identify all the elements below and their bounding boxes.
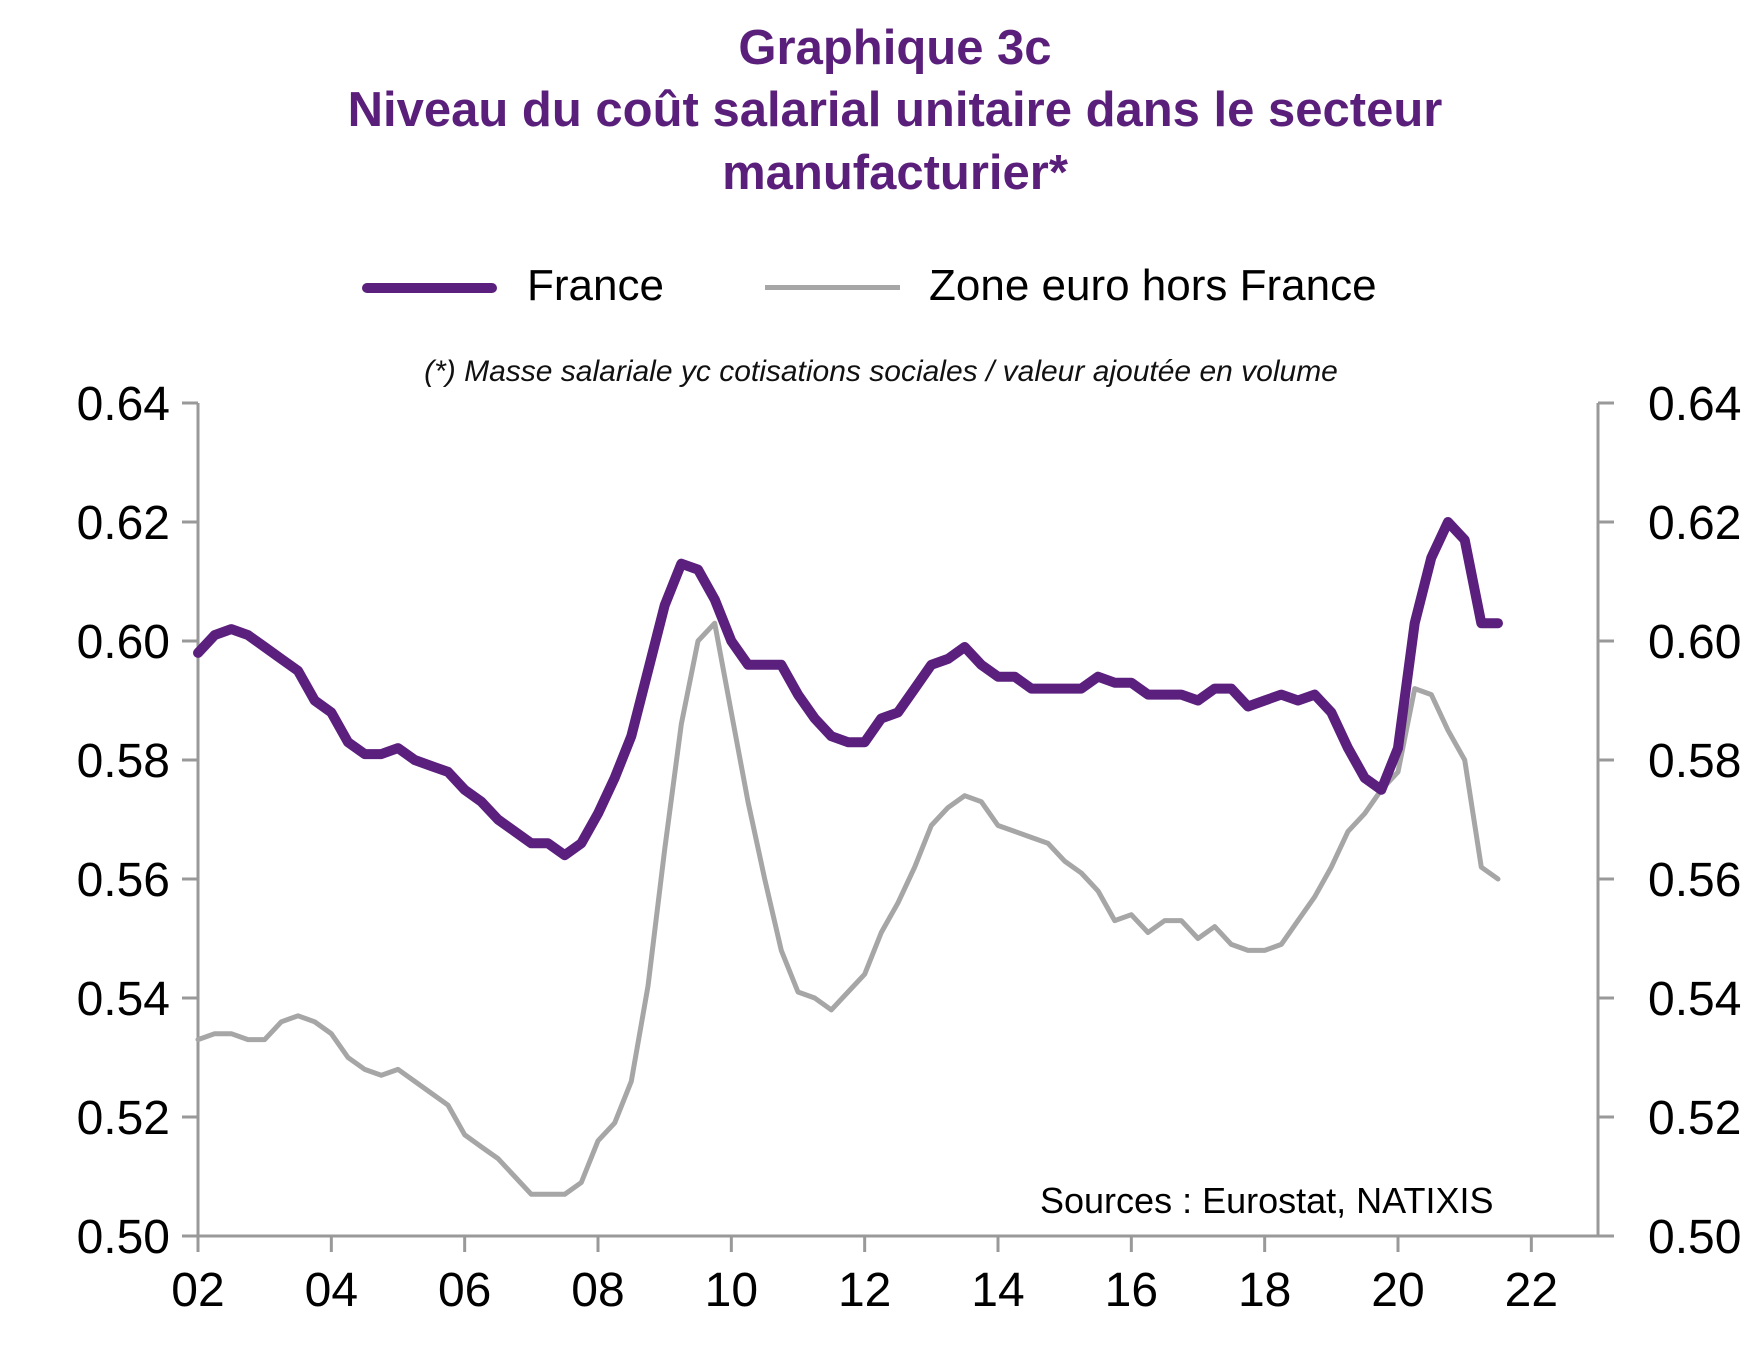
legend-label-france: France bbox=[527, 261, 664, 310]
x-tick-label: 20 bbox=[1371, 1264, 1424, 1317]
y-tick-label-left: 0.58 bbox=[77, 735, 170, 788]
x-tick-label: 04 bbox=[305, 1264, 358, 1317]
y-tick-label-right: 0.62 bbox=[1648, 497, 1741, 550]
y-tick-label-right: 0.52 bbox=[1648, 1092, 1741, 1145]
y-tick-label-right: 0.56 bbox=[1648, 854, 1741, 907]
y-tick-label-right: 0.58 bbox=[1648, 735, 1741, 788]
chart-note: (*) Masse salariale yc cotisations socia… bbox=[424, 355, 1338, 388]
y-tick-label-left: 0.62 bbox=[77, 497, 170, 550]
y-tick-label-left: 0.52 bbox=[77, 1092, 170, 1145]
axes: 0.64 0.64 0.62 0.62 0.60 0.60 0.58 0.58 0.56 0.56… bbox=[77, 378, 1742, 1317]
y-tick-label-right: 0.64 bbox=[1648, 378, 1741, 431]
y-tick-label-left: 0.60 bbox=[77, 616, 170, 669]
source-note: Sources : Eurostat, NATIXIS bbox=[1040, 1180, 1494, 1221]
x-tick-label: 16 bbox=[1105, 1264, 1158, 1317]
y-tick-label-right: 0.50 bbox=[1648, 1211, 1741, 1264]
y-tick-label-left: 0.50 bbox=[77, 1211, 170, 1264]
legend-swatch-zone-euro bbox=[765, 285, 900, 290]
x-tick-label: 18 bbox=[1238, 1264, 1291, 1317]
chart-title-line-3: manufacturier* bbox=[722, 146, 1068, 200]
legend-label-zone-euro: Zone euro hors France bbox=[929, 261, 1377, 310]
y-tick-label-right: 0.54 bbox=[1648, 973, 1741, 1026]
x-tick-label: 10 bbox=[705, 1264, 758, 1317]
x-tick-label: 08 bbox=[571, 1264, 624, 1317]
series-line-france bbox=[193, 517, 1503, 861]
y-tick-label-left: 0.64 bbox=[77, 378, 170, 431]
y-tick-label-left: 0.54 bbox=[77, 973, 170, 1026]
chart-title-line-2: Niveau du coût salarial unitaire dans le… bbox=[347, 83, 1443, 137]
y-tick-label-right: 0.60 bbox=[1648, 616, 1741, 669]
x-tick-label: 02 bbox=[171, 1264, 224, 1317]
x-tick-label: 14 bbox=[971, 1264, 1024, 1317]
x-tick-label: 06 bbox=[438, 1264, 491, 1317]
legend-swatch-france bbox=[362, 283, 497, 293]
series-line-zone-euro bbox=[195, 620, 1501, 1197]
x-tick-label: 22 bbox=[1505, 1264, 1558, 1317]
series-layer bbox=[193, 517, 1503, 1197]
chart-title-line-1: Graphique 3c bbox=[738, 21, 1052, 75]
x-tick-label: 12 bbox=[838, 1264, 891, 1317]
y-tick-label-left: 0.56 bbox=[77, 854, 170, 907]
